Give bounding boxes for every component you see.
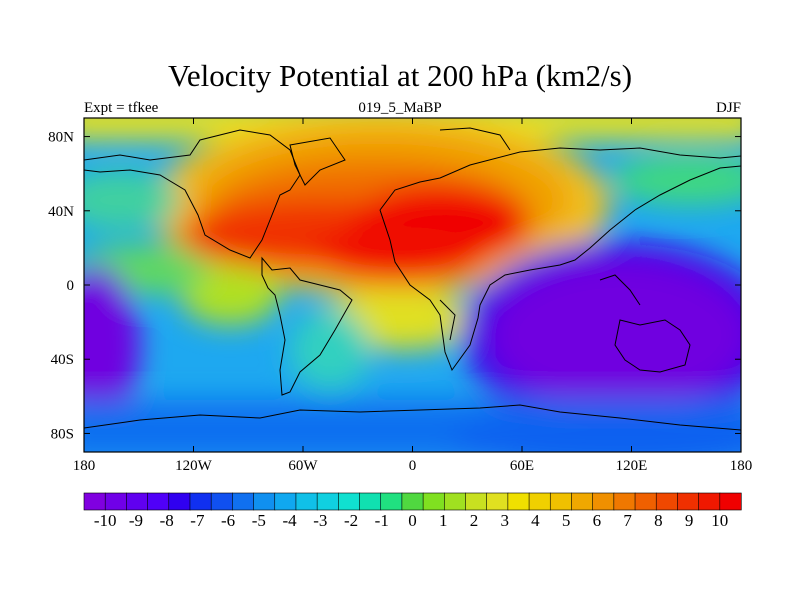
axis-ticks: 180 120W 60W 0 60E 120E 180 80N 40N 0 40S 80S [48, 118, 752, 474]
colorbar-label: -3 [313, 511, 327, 530]
colorbar-swatch [83, 492, 106, 511]
colorbar-swatch [359, 492, 382, 511]
colorbar-swatch [380, 492, 403, 511]
colorbar-label: -7 [190, 511, 205, 530]
colorbar-label: -5 [252, 511, 266, 530]
colorbar-swatch [613, 492, 636, 511]
colorbar-swatch [677, 492, 700, 511]
colorbar-swatch [126, 492, 149, 511]
colorbar-label: -9 [129, 511, 143, 530]
y-tick-label: 80N [48, 130, 74, 146]
colorbar-label: 9 [685, 511, 694, 530]
colorbar-swatch [528, 492, 551, 511]
colorbar-label: 8 [654, 511, 663, 530]
y-tick-label: 40S [51, 352, 74, 368]
colorbar-swatch [571, 492, 594, 511]
colorbar-swatch [486, 492, 509, 511]
colorbar-swatch [210, 492, 233, 511]
colorbar-swatch [401, 492, 424, 511]
colorbar-swatch [465, 492, 488, 511]
colorbar-label: 10 [711, 511, 728, 530]
colorbar-label: 4 [531, 511, 540, 530]
colorbar-swatch [316, 492, 339, 511]
colorbar-swatch [719, 492, 742, 511]
colorbar-swatch [147, 492, 170, 511]
x-tick-label: 60W [288, 458, 318, 474]
colorbar-swatch [274, 492, 297, 511]
coastlines [84, 127, 741, 431]
colorbar-label: -10 [94, 511, 117, 530]
colorbar-swatch [295, 492, 318, 511]
colorbar-label: -6 [221, 511, 235, 530]
colorbar-swatch [189, 492, 212, 511]
colorbar-label: 6 [593, 511, 602, 530]
colorbar-label: 2 [470, 511, 479, 530]
colorbar-swatch [232, 492, 255, 511]
colorbar-swatch [634, 492, 657, 511]
colorbar-swatch [338, 492, 361, 511]
colorbar-swatch [698, 492, 721, 511]
run-label: 019_5_MaBP [358, 100, 442, 116]
colorbar-swatch [253, 492, 276, 511]
y-tick-label: 0 [67, 278, 75, 294]
colorbar-label: 5 [562, 511, 571, 530]
y-tick-label: 80S [51, 426, 74, 442]
colorbar-label: -2 [344, 511, 358, 530]
colorbar-swatch [549, 492, 573, 511]
colorbar-swatch [168, 492, 191, 511]
x-tick-label: 120W [175, 458, 213, 474]
colorbar-label: -1 [375, 511, 389, 530]
colorbar-swatch [104, 492, 127, 511]
colorbar-label: -8 [160, 511, 174, 530]
x-tick-label: 0 [409, 458, 417, 474]
colorbar-swatch [422, 492, 445, 511]
colorbar-swatch [507, 492, 530, 511]
colorbar-label: 1 [439, 511, 448, 530]
colorbar-label: 0 [408, 511, 417, 530]
experiment-label: Expt = tfkee [84, 100, 159, 116]
x-tick-label: 120E [616, 458, 648, 474]
colorbar-swatch [592, 492, 615, 511]
colorbar-label: -4 [282, 511, 297, 530]
plot-title: Velocity Potential at 200 hPa (km2/s) [167, 58, 633, 93]
colorbar: -10 -9 -8 -7 -6 -5 -4 -3 -2 -1 0 1 2 3 4 5 6 7 8 9 10 [83, 492, 742, 530]
y-tick-label: 40N [48, 204, 74, 220]
velocity-potential-field [84, 118, 741, 452]
colorbar-swatch [443, 492, 467, 511]
x-tick-label: 180 [73, 458, 96, 474]
season-label: DJF [715, 100, 741, 116]
colorbar-swatch [655, 492, 679, 511]
x-tick-label: 180 [730, 458, 753, 474]
colorbar-label: 7 [623, 511, 632, 530]
colorbar-label: 3 [500, 511, 509, 530]
x-tick-label: 60E [510, 458, 534, 474]
